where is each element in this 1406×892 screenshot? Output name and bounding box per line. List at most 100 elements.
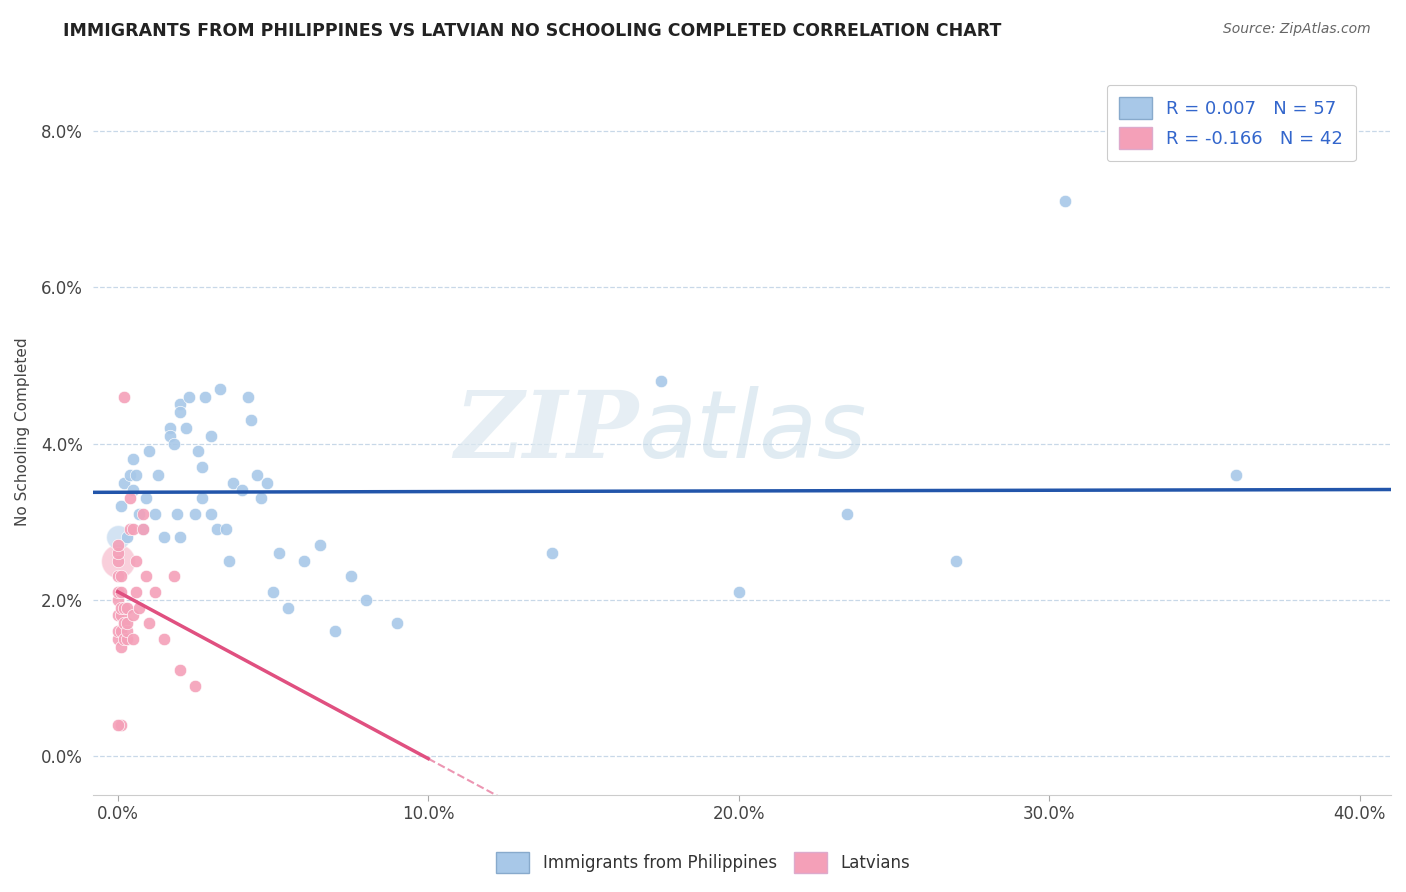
Point bbox=[221, 475, 243, 490]
Point bbox=[107, 624, 129, 638]
Point bbox=[541, 546, 564, 560]
Point bbox=[945, 554, 967, 568]
Point bbox=[166, 507, 188, 521]
Point bbox=[122, 523, 145, 537]
Point bbox=[231, 483, 253, 498]
Point bbox=[112, 600, 135, 615]
Point bbox=[190, 459, 212, 474]
Text: atlas: atlas bbox=[638, 386, 866, 477]
Point bbox=[190, 491, 212, 506]
Text: ZIP: ZIP bbox=[454, 387, 638, 477]
Point bbox=[125, 467, 148, 482]
Point bbox=[122, 632, 145, 646]
Point bbox=[218, 554, 240, 568]
Point bbox=[727, 585, 749, 599]
Point bbox=[107, 554, 129, 568]
Point bbox=[184, 679, 207, 693]
Point bbox=[187, 444, 209, 458]
Point bbox=[107, 592, 129, 607]
Point bbox=[110, 569, 132, 583]
Point bbox=[115, 600, 138, 615]
Point bbox=[277, 600, 299, 615]
Point bbox=[169, 663, 191, 677]
Point bbox=[215, 523, 238, 537]
Point bbox=[159, 428, 181, 442]
Point bbox=[107, 718, 129, 732]
Point bbox=[110, 640, 132, 654]
Point bbox=[115, 632, 138, 646]
Point bbox=[339, 569, 361, 583]
Point bbox=[200, 428, 222, 442]
Point bbox=[269, 546, 291, 560]
Point bbox=[115, 530, 138, 544]
Point bbox=[200, 507, 222, 521]
Point bbox=[122, 483, 145, 498]
Point bbox=[209, 382, 232, 396]
Point bbox=[112, 616, 135, 631]
Text: IMMIGRANTS FROM PHILIPPINES VS LATVIAN NO SCHOOLING COMPLETED CORRELATION CHART: IMMIGRANTS FROM PHILIPPINES VS LATVIAN N… bbox=[63, 22, 1001, 40]
Point bbox=[162, 436, 184, 450]
Point bbox=[153, 632, 176, 646]
Point bbox=[169, 405, 191, 419]
Point bbox=[107, 546, 129, 560]
Point bbox=[169, 397, 191, 411]
Point bbox=[110, 585, 132, 599]
Point bbox=[122, 452, 145, 467]
Point bbox=[650, 374, 672, 388]
Point bbox=[125, 554, 148, 568]
Legend: Immigrants from Philippines, Latvians: Immigrants from Philippines, Latvians bbox=[489, 846, 917, 880]
Point bbox=[837, 507, 859, 521]
Point bbox=[236, 390, 259, 404]
Point bbox=[131, 507, 153, 521]
Point bbox=[120, 523, 142, 537]
Point bbox=[323, 624, 346, 638]
Point bbox=[128, 507, 150, 521]
Text: Source: ZipAtlas.com: Source: ZipAtlas.com bbox=[1223, 22, 1371, 37]
Point bbox=[107, 538, 129, 552]
Point bbox=[110, 499, 132, 513]
Point bbox=[115, 616, 138, 631]
Point bbox=[354, 592, 377, 607]
Point bbox=[110, 600, 132, 615]
Point bbox=[153, 530, 176, 544]
Point bbox=[308, 538, 330, 552]
Point bbox=[135, 569, 157, 583]
Point bbox=[107, 554, 129, 568]
Point bbox=[169, 530, 191, 544]
Point bbox=[112, 632, 135, 646]
Point bbox=[131, 523, 153, 537]
Point bbox=[184, 507, 207, 521]
Point bbox=[194, 390, 217, 404]
Point bbox=[107, 530, 129, 544]
Point bbox=[159, 421, 181, 435]
Point bbox=[138, 616, 160, 631]
Point bbox=[115, 624, 138, 638]
Point bbox=[256, 475, 278, 490]
Point bbox=[385, 616, 408, 631]
Point bbox=[112, 390, 135, 404]
Point bbox=[138, 444, 160, 458]
Point bbox=[146, 467, 169, 482]
Point bbox=[107, 585, 129, 599]
Point bbox=[120, 491, 142, 506]
Point bbox=[110, 608, 132, 623]
Point bbox=[131, 523, 153, 537]
Point bbox=[262, 585, 284, 599]
Point bbox=[249, 491, 271, 506]
Point bbox=[143, 585, 166, 599]
Point bbox=[174, 421, 197, 435]
Point bbox=[240, 413, 263, 427]
Point bbox=[128, 600, 150, 615]
Point bbox=[162, 569, 184, 583]
Point bbox=[107, 608, 129, 623]
Y-axis label: No Schooling Completed: No Schooling Completed bbox=[15, 337, 30, 526]
Point bbox=[205, 523, 228, 537]
Point bbox=[125, 585, 148, 599]
Point bbox=[120, 467, 142, 482]
Point bbox=[177, 390, 200, 404]
Point bbox=[107, 569, 129, 583]
Point bbox=[112, 475, 135, 490]
Point bbox=[1225, 467, 1247, 482]
Point bbox=[1053, 194, 1076, 209]
Point bbox=[110, 624, 132, 638]
